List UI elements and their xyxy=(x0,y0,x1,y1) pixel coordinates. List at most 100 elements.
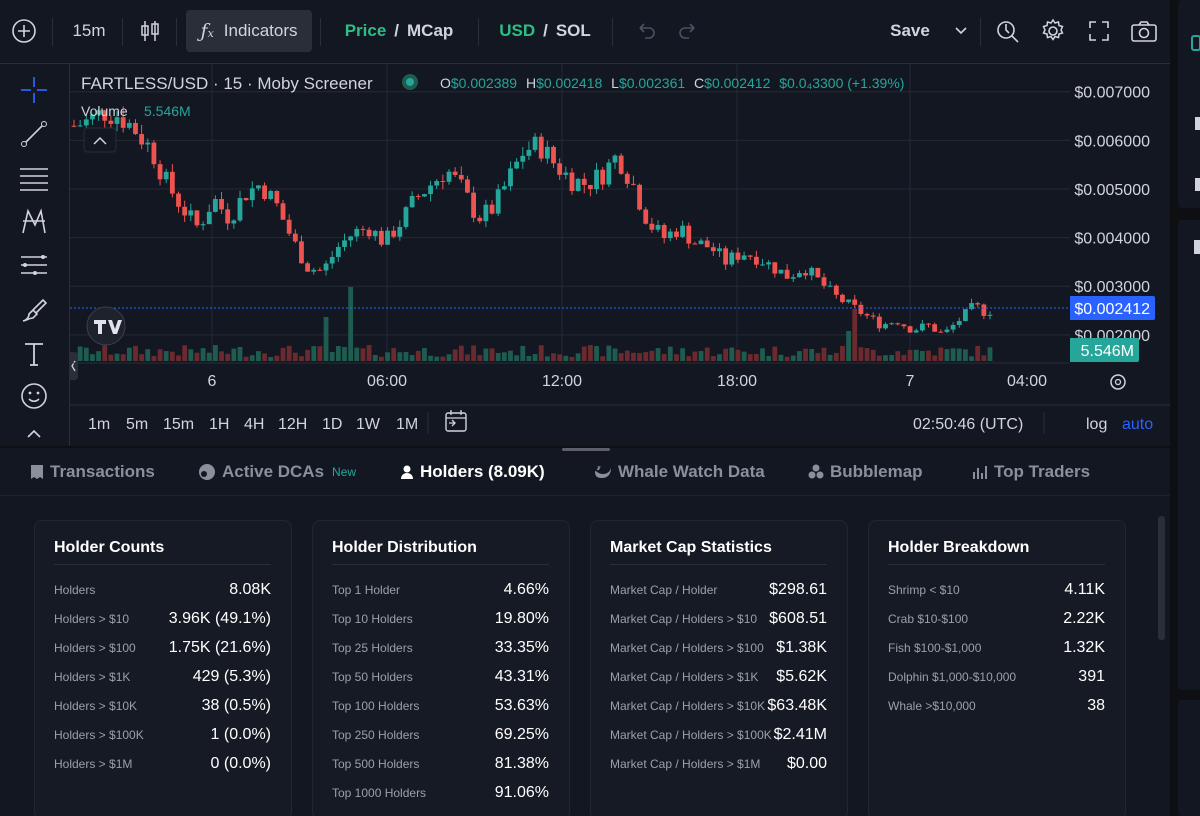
volume-bar xyxy=(649,350,655,361)
tradingview-logo[interactable] xyxy=(86,306,126,346)
price-option[interactable]: Price xyxy=(344,21,387,40)
volume-bar xyxy=(323,317,329,361)
gear-icon xyxy=(1042,18,1064,41)
range-button[interactable]: 1W xyxy=(356,416,381,433)
tab-transactions[interactable]: Transactions xyxy=(30,462,155,482)
log-toggle[interactable]: log xyxy=(1086,416,1107,433)
collapse-legend-button[interactable] xyxy=(83,127,117,153)
volume-bar xyxy=(243,356,249,361)
candle-body xyxy=(354,228,360,237)
candle-body xyxy=(194,210,200,226)
volume-bar xyxy=(422,348,427,361)
resize-handle[interactable] xyxy=(562,448,610,451)
crosshair-tool[interactable] xyxy=(14,72,54,108)
interval-button[interactable]: 15m xyxy=(62,10,116,52)
scrollbar-thumb[interactable] xyxy=(1158,516,1165,640)
tab-top-traders[interactable]: Top Traders xyxy=(972,462,1090,482)
candle-body xyxy=(292,233,298,242)
volume-bar xyxy=(809,349,815,361)
range-button[interactable]: 1M xyxy=(396,416,418,433)
settings-button[interactable] xyxy=(1036,10,1070,52)
candle-body xyxy=(938,331,944,333)
usd-option[interactable]: USD xyxy=(499,21,536,40)
candle-body xyxy=(520,155,526,162)
sol-option[interactable]: SOL xyxy=(555,21,591,40)
save-menu-button[interactable] xyxy=(948,10,974,52)
more-tools-button[interactable] xyxy=(14,424,54,444)
candle-body xyxy=(827,285,833,287)
tab-bubblemap[interactable]: Bubblemap xyxy=(808,462,923,482)
candlestick-chart[interactable]: FARTLESS/USD · 15 · Moby Screener O$0.00… xyxy=(68,64,1070,446)
auto-toggle[interactable]: auto xyxy=(1122,416,1153,433)
candle-body xyxy=(907,326,913,333)
holder-dist-row-value: 4.66% xyxy=(503,581,549,598)
fullscreen-button[interactable] xyxy=(1082,10,1116,52)
range-button[interactable]: 4H xyxy=(244,416,264,433)
range-button[interactable]: 1D xyxy=(322,416,342,433)
candle-body xyxy=(403,207,409,227)
range-button[interactable]: 5m xyxy=(126,416,148,433)
price-axis-svg[interactable]: $0.007000 $0.006000 $0.005000 $0.004000 $0.0… xyxy=(1054,64,1170,446)
save-button[interactable]: Save xyxy=(880,10,940,52)
brush-tool[interactable] xyxy=(14,292,54,328)
mcap-stat-row-value: $608.51 xyxy=(769,610,827,627)
symbol-title: FARTLESS/USD · 15 · Moby Screener xyxy=(81,74,373,93)
volume-bar xyxy=(120,354,126,361)
candle-body xyxy=(876,316,882,329)
range-button[interactable]: 12H xyxy=(278,416,307,433)
price-chart[interactable]: FARTLESS/USD · 15 · Moby Screener O$0.00… xyxy=(68,64,1070,446)
tab-holders[interactable]: Holders (8.09K) xyxy=(400,462,545,482)
axis-settings-button[interactable] xyxy=(1110,374,1126,390)
candle-body xyxy=(243,198,249,201)
fib-tool[interactable] xyxy=(14,160,54,196)
volume-bar xyxy=(440,356,446,361)
candle-body xyxy=(649,223,655,230)
text-tool[interactable] xyxy=(14,336,54,372)
candle-body xyxy=(108,120,114,124)
price-tick-label: $0.007000 xyxy=(1074,85,1150,102)
range-button[interactable]: 15m xyxy=(163,416,194,433)
candle-body xyxy=(895,323,901,325)
volume-bar xyxy=(102,345,108,361)
chart-type-button[interactable] xyxy=(132,10,168,52)
range-button[interactable]: 1m xyxy=(88,416,110,433)
mcap-option[interactable]: MCap xyxy=(407,21,454,40)
trend-line-tool[interactable] xyxy=(14,116,54,152)
add-symbol-button[interactable] xyxy=(6,10,42,52)
tab-whale-watch-label: Whale Watch Data xyxy=(618,462,765,481)
candle-body xyxy=(360,228,366,230)
candle-body xyxy=(348,236,354,241)
right-side-panel xyxy=(1170,0,1200,816)
prediction-tool[interactable] xyxy=(14,248,54,284)
goto-date-button[interactable] xyxy=(445,410,467,432)
screenshot-button[interactable] xyxy=(1126,10,1162,52)
indicators-button[interactable]: ƒx Indicators xyxy=(186,10,312,52)
pattern-tool[interactable] xyxy=(14,204,54,240)
quick-search-button[interactable] xyxy=(990,10,1026,52)
ohlc-h-value: $0.002418 xyxy=(536,75,602,91)
price-mcap-toggle[interactable]: Price / MCap xyxy=(334,10,464,52)
currency-toggle[interactable]: USD / SOL xyxy=(492,10,598,52)
chart-grid xyxy=(70,64,1070,363)
candle-body xyxy=(987,314,993,316)
holder-dist-row-label: Top 50 Holders xyxy=(332,670,413,684)
range-button[interactable]: 1H xyxy=(209,416,229,433)
candle-body xyxy=(212,199,218,212)
volume-bar xyxy=(354,347,360,361)
candle-body xyxy=(803,273,808,276)
redo-button[interactable] xyxy=(672,10,706,52)
tab-active-dcas[interactable]: Active DCAs New xyxy=(198,462,356,482)
undo-button[interactable] xyxy=(628,10,662,52)
mcap-stat-row-label: Market Cap / Holder xyxy=(610,583,718,597)
holder-counts-title: Holder Counts xyxy=(54,539,165,556)
holder-count-row-label: Holders > $1M xyxy=(54,757,133,771)
collapse-toolbar-button[interactable] xyxy=(68,352,78,380)
price-axis[interactable]: $0.007000 $0.006000 $0.005000 $0.004000 $0.0… xyxy=(1054,64,1170,446)
volume-bar xyxy=(913,349,919,361)
holder-dist-row: Top 1000 Holders 91.06% xyxy=(332,781,549,805)
emoji-tool[interactable] xyxy=(14,378,54,414)
candle-body xyxy=(729,252,735,265)
volume-bar xyxy=(157,349,163,361)
volume-bar xyxy=(231,348,237,361)
tab-whale-watch[interactable]: Whale Watch Data xyxy=(594,462,765,482)
